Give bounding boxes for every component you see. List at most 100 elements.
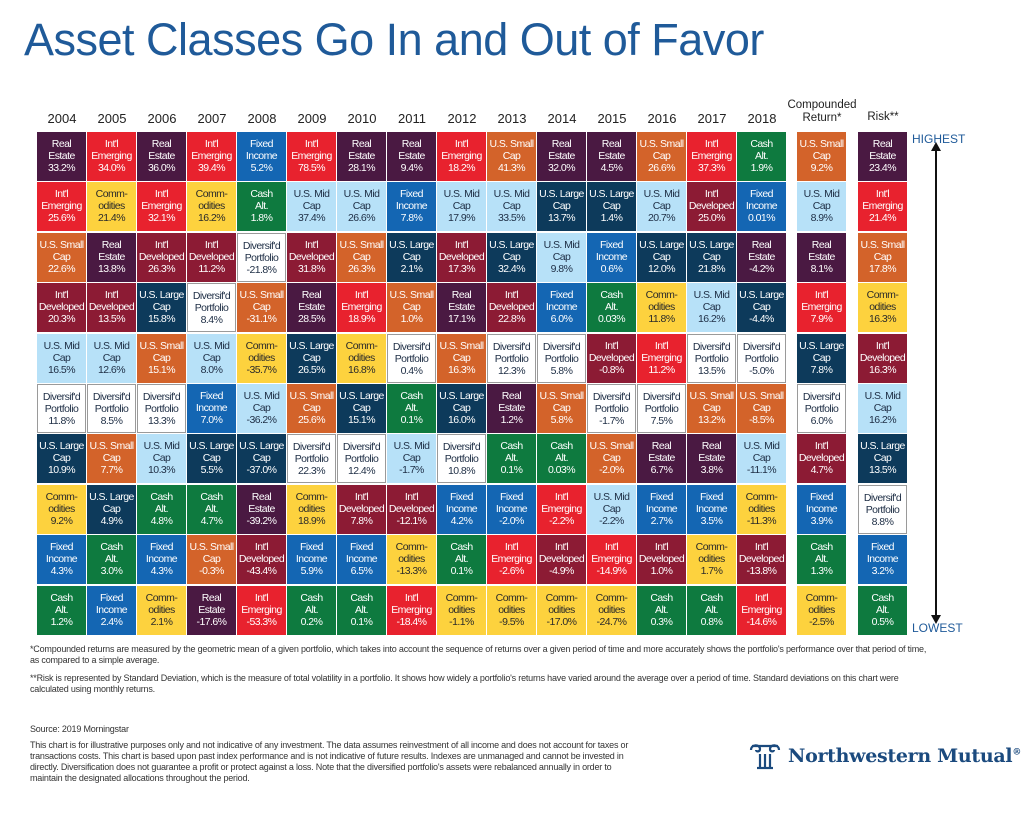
asset-label-line2: Alt. [755, 150, 769, 162]
asset-label-line2: Emerging [341, 301, 382, 314]
asset-return: 33.5% [497, 212, 526, 225]
asset-return: 13.8% [97, 262, 126, 275]
asset-cell: U.S. Small Cap 13.2% [687, 384, 736, 433]
asset-label-line1: Int'l [404, 490, 419, 503]
asset-cell: U.S. Mid Cap 8.0% [187, 333, 236, 383]
asset-cell: Real Estate 6.7% [637, 434, 686, 484]
asset-label-line2: Estate [248, 502, 275, 515]
asset-label-line2: Income [345, 553, 378, 566]
asset-cell: Comm-odities 21.4% [87, 182, 136, 232]
asset-label-line1: U.S. Small [89, 440, 134, 453]
asset-cell: Int'l Developed 25.0% [687, 182, 736, 232]
asset-label-line2: Cap [152, 351, 171, 364]
asset-label-line1: Real [651, 440, 672, 453]
asset-return: 37.4% [297, 212, 326, 225]
asset-return: 4.9% [100, 514, 123, 527]
asset-label-line1: Real [601, 138, 622, 150]
asset-label-line2: Portfolio [244, 251, 279, 264]
asset-label-line2: odities [98, 200, 125, 213]
asset-label-line2: Alt. [305, 603, 319, 616]
asset-return: 13.2% [697, 414, 726, 426]
asset-return: 16.0% [447, 414, 476, 426]
asset-label-line1: U.S. Large [589, 188, 634, 201]
asset-label-line2: Cap [873, 250, 892, 263]
asset-label-line2: Cap [602, 452, 621, 465]
asset-return: 26.5% [297, 363, 326, 376]
asset-label-line2: odities [348, 351, 375, 364]
year-header: 2013 [497, 111, 527, 126]
asset-return: 0.1% [400, 414, 423, 426]
asset-cell: U.S. Large Cap 1.4% [587, 182, 636, 232]
asset-cell: Fixed Income 2.4% [87, 585, 136, 635]
asset-return: 18.9% [347, 313, 376, 326]
asset-return: -36.2% [246, 414, 278, 426]
asset-cell: U.S. Mid Cap -2.2% [587, 484, 636, 534]
asset-return: 0.1% [450, 565, 473, 578]
asset-label-line1: Int'l [875, 339, 890, 352]
asset-label-line2: Developed [438, 250, 485, 263]
asset-cell: Diversif'd Portfolio -21.8% [237, 232, 286, 282]
asset-label-line2: Alt. [605, 301, 619, 314]
asset-label-line2: Cap [812, 200, 831, 213]
asset-label-line2: Income [645, 502, 678, 515]
asset-label-line2: Estate [498, 402, 525, 414]
asset-label-line1: U.S. Small [489, 138, 534, 150]
asset-label-line1: Fixed [600, 238, 623, 251]
asset-cell: Cash Alt. 0.03% [537, 434, 586, 484]
asset-label-line1: Int'l [554, 490, 569, 503]
asset-label-line1: U.S. Small [799, 138, 844, 150]
asset-cell: Cash Alt. 0.5% [858, 585, 907, 635]
asset-label-line2: Developed [688, 200, 735, 213]
asset-cell: Diversif'd Portfolio -1.7% [587, 384, 636, 433]
asset-return: 7.8% [810, 363, 833, 376]
asset-cell: Diversif'd Portfolio 11.8% [37, 384, 86, 433]
asset-return: 8.5% [100, 415, 123, 427]
asset-label-line1: Int'l [154, 188, 169, 201]
asset-cell: Int'l Developed -0.8% [587, 333, 636, 383]
asset-return: 4.7% [200, 514, 223, 527]
asset-label-line1: Diversif'd [192, 290, 231, 303]
asset-label-line2: Estate [448, 301, 475, 314]
asset-return: -24.7% [596, 615, 628, 628]
asset-return: 4.8% [150, 514, 173, 527]
asset-label-line2: Alt. [555, 452, 569, 465]
asset-label-line1: U.S. Large [860, 440, 905, 453]
asset-label-line1: Fixed [550, 289, 573, 302]
asset-label-line2: Estate [398, 150, 425, 162]
asset-cell: Fixed Income 3.9% [797, 484, 846, 534]
asset-cell: U.S. Large Cap 13.7% [537, 182, 586, 232]
asset-label-line1: Fixed [300, 541, 323, 554]
asset-label-line2: Cap [352, 200, 371, 213]
asset-return: 0.1% [350, 615, 373, 628]
asset-return: -0.3% [199, 565, 224, 578]
year-header: 2015 [597, 111, 627, 126]
northwestern-mutual-logo: Northwestern Mutual® [748, 742, 1021, 770]
asset-cell: Real Estate -17.6% [187, 585, 236, 635]
asset-cell: Int'l Developed 1.0% [637, 535, 686, 585]
asset-label-line1: Real [151, 138, 172, 150]
asset-label-line1: U.S. Large [689, 238, 734, 251]
year-header: 2007 [197, 111, 227, 126]
asset-return: 3.5% [700, 514, 723, 527]
asset-label-line1: U.S. Small [289, 390, 334, 402]
asset-return: 1.7% [700, 565, 723, 578]
asset-return: 7.7% [100, 464, 123, 477]
asset-label-line1: U.S. Small [739, 390, 784, 402]
asset-cell: Diversif'd Portfolio 13.3% [137, 384, 186, 433]
asset-cell: Int'l Developed 26.3% [137, 232, 186, 282]
asset-cell: Int'l Developed 13.5% [87, 283, 136, 333]
asset-return: -14.6% [746, 615, 778, 628]
asset-return: 15.1% [347, 414, 376, 426]
asset-return: -1.7% [399, 464, 424, 477]
asset-label-line1: Fixed [700, 490, 723, 503]
asset-return: -43.4% [246, 565, 278, 578]
asset-label-line2: Portfolio [865, 503, 900, 516]
footnote-compounded: *Compounded returns are measured by the … [30, 644, 927, 665]
asset-label-line1: Int'l [54, 289, 69, 302]
asset-label-line1: U.S. Mid [803, 188, 840, 201]
asset-cell: Diversif'd Portfolio 8.8% [858, 484, 907, 534]
asset-cell: Diversif'd Portfolio 5.8% [537, 333, 586, 383]
asset-label-line1: Int'l [204, 238, 219, 251]
asset-return: -0.8% [599, 363, 624, 376]
asset-label-line2: Cap [102, 502, 121, 515]
